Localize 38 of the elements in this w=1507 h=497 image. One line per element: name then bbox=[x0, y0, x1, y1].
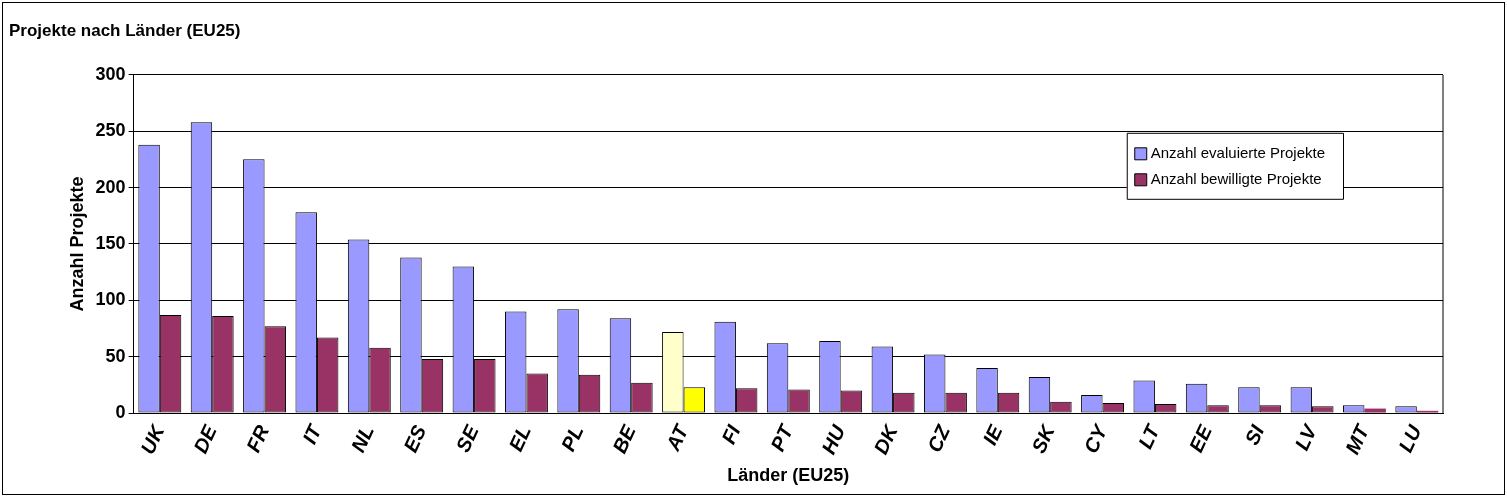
x-tick-label: CY bbox=[1079, 420, 1112, 457]
legend-label: Anzahl bewilligte Projekte bbox=[1150, 169, 1322, 187]
x-tick-label: SI bbox=[1240, 421, 1269, 449]
y-tick-label: 250 bbox=[95, 120, 126, 141]
x-tick-label: IT bbox=[298, 420, 327, 448]
x-tick-label: LT bbox=[1133, 420, 1165, 452]
x-tick-label: IE bbox=[978, 421, 1007, 449]
y-tick-label: 0 bbox=[115, 402, 126, 423]
y-tick-label: 50 bbox=[105, 345, 126, 366]
x-tick-label: DE bbox=[189, 421, 222, 457]
x-tick-label: LV bbox=[1290, 420, 1322, 454]
x-tick-label: FR bbox=[241, 421, 274, 456]
chart-title: Projekte nach Länder (EU25) bbox=[9, 21, 241, 41]
x-tick-label: EE bbox=[1184, 421, 1217, 456]
x-tick-label: AT bbox=[661, 420, 693, 455]
x-tick-label: ES bbox=[399, 421, 431, 456]
x-tick-label: PL bbox=[556, 421, 588, 455]
y-axis-title: Anzahl Projekte bbox=[66, 176, 87, 312]
x-tick-label: PT bbox=[766, 420, 798, 455]
x-tick-label: CZ bbox=[922, 421, 955, 456]
x-tick-label: NL bbox=[346, 421, 378, 456]
x-tick-label: DK bbox=[869, 420, 903, 458]
x-tick-label: SE bbox=[451, 421, 483, 456]
bar bbox=[1364, 408, 1386, 413]
legend-label: Anzahl evaluierte Projekte bbox=[1150, 143, 1325, 161]
x-tick-label: FI bbox=[717, 421, 745, 448]
x-tick-label: LU bbox=[1394, 421, 1426, 456]
y-tick-label: 150 bbox=[95, 232, 126, 253]
y-tick-label: 100 bbox=[95, 289, 126, 310]
x-tick-label: EL bbox=[504, 421, 536, 455]
x-tick-label: BE bbox=[608, 421, 641, 457]
y-tick-label: 200 bbox=[95, 176, 126, 197]
x-tick-label: MT bbox=[1340, 420, 1374, 458]
x-tick-label: UK bbox=[136, 420, 170, 458]
x-axis-title: Länder (EU25) bbox=[727, 465, 850, 486]
x-tick-label: HU bbox=[817, 421, 850, 458]
y-tick-label: 300 bbox=[95, 63, 126, 84]
x-tick-label: SK bbox=[1027, 420, 1060, 457]
